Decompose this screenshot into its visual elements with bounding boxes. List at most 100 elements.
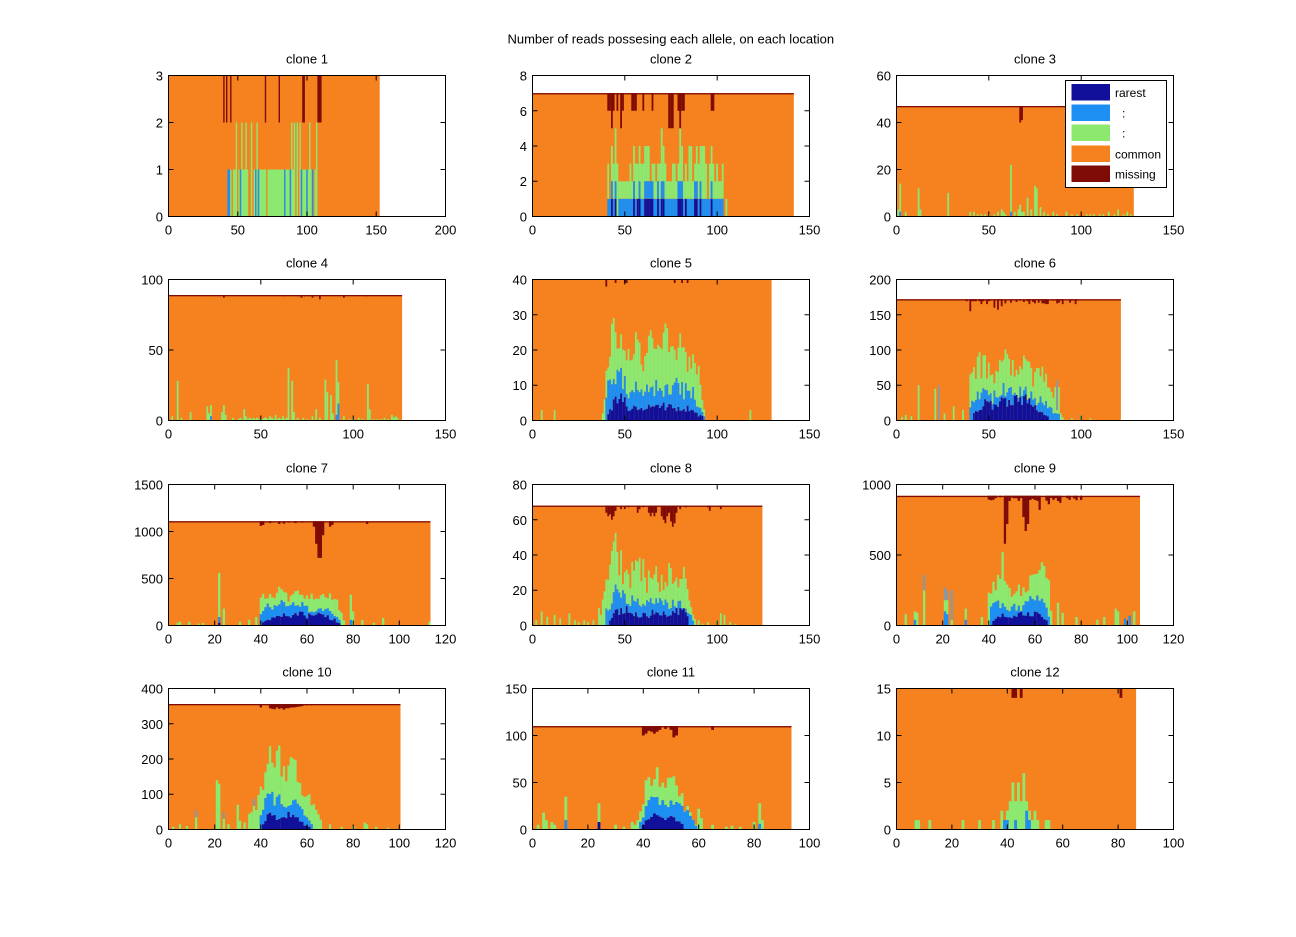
svg-text:20: 20: [877, 163, 891, 178]
svg-text:150: 150: [869, 308, 891, 323]
svg-text:1500: 1500: [134, 478, 163, 493]
svg-text:1: 1: [156, 163, 163, 178]
svg-text:clone 6: clone 6: [1014, 256, 1056, 271]
svg-text:0: 0: [165, 632, 172, 647]
svg-text:0: 0: [165, 427, 172, 442]
svg-text:50: 50: [231, 223, 245, 238]
svg-text:20: 20: [513, 583, 527, 598]
svg-text:40: 40: [254, 836, 268, 851]
svg-text:60: 60: [300, 632, 314, 647]
svg-text:40: 40: [877, 116, 891, 131]
svg-text:100: 100: [141, 787, 163, 802]
svg-text:50: 50: [618, 427, 632, 442]
svg-text:0: 0: [893, 836, 900, 851]
svg-text:0: 0: [529, 632, 536, 647]
svg-text:80: 80: [747, 836, 761, 851]
svg-text:4: 4: [520, 139, 527, 154]
svg-text:100: 100: [388, 836, 410, 851]
svg-text:20: 20: [207, 632, 221, 647]
svg-text:20: 20: [581, 836, 595, 851]
svg-text:20: 20: [513, 343, 527, 358]
svg-text:0: 0: [165, 223, 172, 238]
svg-text:0: 0: [520, 210, 527, 225]
svg-text:clone 3: clone 3: [1014, 52, 1056, 67]
svg-text:10: 10: [877, 729, 891, 744]
svg-text:500: 500: [141, 572, 163, 587]
svg-text:clone 12: clone 12: [1010, 665, 1059, 680]
svg-text:0: 0: [156, 619, 163, 634]
svg-text:clone 9: clone 9: [1014, 461, 1056, 476]
svg-text:1000: 1000: [134, 525, 163, 540]
svg-text:0: 0: [884, 210, 891, 225]
svg-text:clone 2: clone 2: [650, 52, 692, 67]
svg-text:50: 50: [982, 223, 996, 238]
svg-text::: :: [1122, 127, 1125, 141]
svg-text:60: 60: [1028, 632, 1042, 647]
svg-text:40: 40: [982, 632, 996, 647]
svg-text:60: 60: [877, 69, 891, 84]
svg-text:0: 0: [893, 427, 900, 442]
svg-text:150: 150: [505, 682, 527, 697]
svg-text:150: 150: [799, 632, 821, 647]
svg-text:common: common: [1115, 148, 1161, 162]
svg-text:40: 40: [513, 273, 527, 288]
svg-text:40: 40: [254, 632, 268, 647]
svg-text:100: 100: [706, 427, 728, 442]
svg-text:clone 7: clone 7: [286, 461, 328, 476]
svg-text:clone 4: clone 4: [286, 256, 328, 271]
svg-text:1000: 1000: [862, 478, 891, 493]
svg-text:100: 100: [706, 632, 728, 647]
svg-text:120: 120: [435, 836, 457, 851]
svg-text:100: 100: [388, 632, 410, 647]
svg-text:100: 100: [869, 343, 891, 358]
svg-text:150: 150: [799, 427, 821, 442]
svg-text:200: 200: [435, 223, 457, 238]
svg-text:0: 0: [884, 619, 891, 634]
svg-text:50: 50: [618, 632, 632, 647]
svg-text:120: 120: [435, 632, 457, 647]
svg-text:clone 1: clone 1: [286, 52, 328, 67]
svg-text:Number of reads possesing each: Number of reads possesing each allele, o…: [507, 32, 834, 47]
svg-text:8: 8: [520, 69, 527, 84]
svg-text:50: 50: [149, 343, 163, 358]
svg-text:50: 50: [513, 776, 527, 791]
svg-text:100: 100: [1116, 632, 1138, 647]
svg-text:0: 0: [884, 414, 891, 429]
svg-text:clone 11: clone 11: [647, 665, 695, 680]
svg-text:100: 100: [141, 273, 163, 288]
svg-text:clone 8: clone 8: [650, 461, 692, 476]
svg-text:80: 80: [1111, 836, 1125, 851]
svg-text:100: 100: [296, 223, 318, 238]
svg-text:60: 60: [513, 513, 527, 528]
svg-text:60: 60: [1055, 836, 1069, 851]
svg-text:150: 150: [365, 223, 387, 238]
svg-text:6: 6: [520, 104, 527, 119]
svg-text:400: 400: [141, 682, 163, 697]
svg-text:150: 150: [1163, 223, 1185, 238]
svg-text:200: 200: [141, 752, 163, 767]
svg-text::: :: [1122, 107, 1125, 121]
svg-text:40: 40: [1000, 836, 1014, 851]
svg-text:0: 0: [529, 836, 536, 851]
svg-text:300: 300: [141, 717, 163, 732]
svg-text:50: 50: [982, 427, 996, 442]
svg-text:40: 40: [636, 836, 650, 851]
svg-text:50: 50: [618, 223, 632, 238]
svg-text:50: 50: [877, 378, 891, 393]
svg-text:100: 100: [1163, 836, 1185, 851]
svg-text:missing: missing: [1115, 168, 1156, 182]
svg-text:30: 30: [513, 308, 527, 323]
svg-text:5: 5: [884, 776, 891, 791]
svg-text:100: 100: [1070, 427, 1092, 442]
svg-text:100: 100: [706, 223, 728, 238]
svg-text:200: 200: [869, 273, 891, 288]
svg-text:20: 20: [207, 836, 221, 851]
svg-text:2: 2: [520, 174, 527, 189]
svg-text:clone 10: clone 10: [282, 665, 331, 680]
svg-text:100: 100: [799, 836, 821, 851]
svg-text:0: 0: [529, 223, 536, 238]
svg-text:0: 0: [156, 414, 163, 429]
svg-text:2: 2: [156, 116, 163, 131]
svg-text:20: 20: [945, 836, 959, 851]
svg-text:80: 80: [513, 478, 527, 493]
